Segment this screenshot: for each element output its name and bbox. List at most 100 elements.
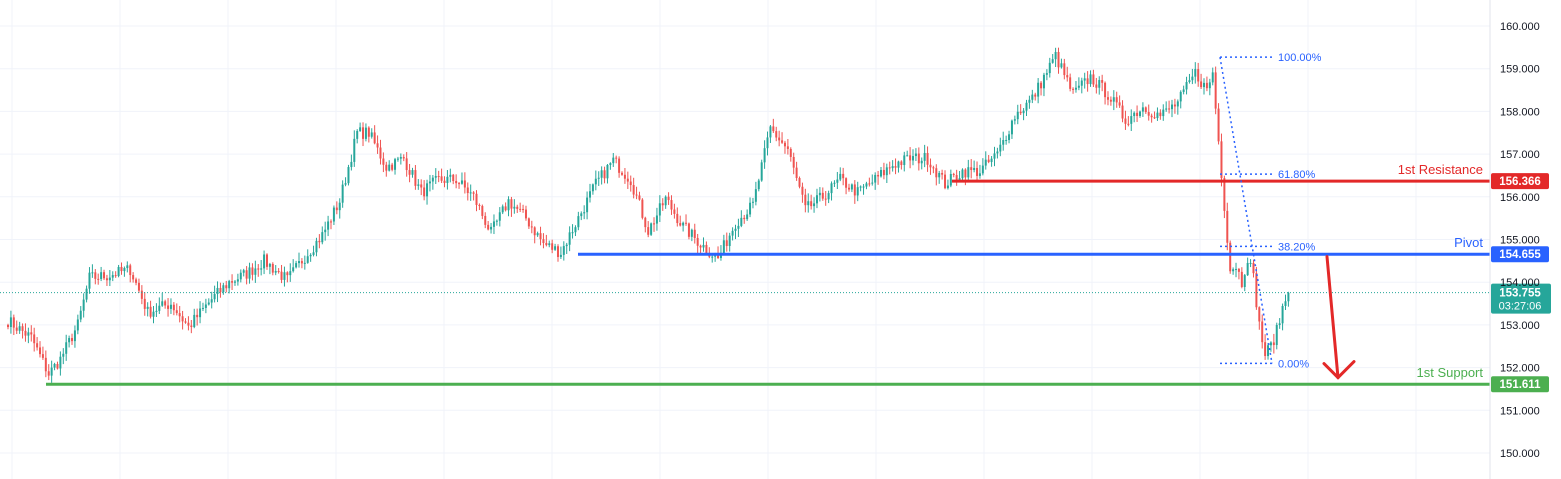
- candle-body: [629, 181, 632, 186]
- candle-body: [7, 324, 9, 328]
- candle-body: [149, 306, 152, 317]
- candle-body: [1060, 63, 1063, 68]
- candle-body: [856, 187, 859, 196]
- candle-body: [961, 169, 964, 179]
- candle-body: [469, 192, 472, 194]
- candle-body: [335, 207, 338, 211]
- candle-body: [772, 126, 775, 132]
- candle-body: [274, 271, 277, 273]
- candle-body: [501, 206, 504, 213]
- candle-body: [746, 214, 749, 220]
- candle-body: [935, 168, 938, 178]
- candle-body: [1051, 59, 1054, 63]
- candle-body: [222, 285, 225, 293]
- candle-body: [426, 183, 429, 197]
- candle-body: [396, 158, 399, 160]
- candle-body: [324, 229, 327, 233]
- fibonacci-retracement[interactable]: 100.00% 61.80% 38.20% 0.00%: [1219, 52, 1322, 370]
- candle-body: [196, 314, 199, 318]
- candle-body: [749, 202, 752, 215]
- candle-body: [455, 181, 458, 184]
- candle-body: [949, 173, 952, 186]
- y-tick-label: 155.000: [1500, 235, 1540, 247]
- candle-body: [298, 261, 300, 264]
- candle-body: [39, 347, 42, 355]
- candle-body: [877, 174, 880, 177]
- candle-body: [443, 180, 446, 183]
- candle-body: [685, 222, 688, 224]
- candle-body: [1080, 80, 1083, 86]
- candle-body: [431, 177, 434, 182]
- candle-body: [900, 161, 903, 166]
- level-price-tag: [1491, 173, 1549, 190]
- candle-body: [1048, 62, 1051, 74]
- candle-body: [417, 184, 420, 186]
- candle-body: [914, 153, 917, 157]
- candle-body: [621, 172, 624, 175]
- candle-body: [536, 233, 539, 236]
- candle-body: [1101, 80, 1104, 83]
- candle-body: [990, 158, 993, 163]
- candle-body: [236, 279, 239, 282]
- candle-body: [941, 172, 944, 175]
- candle-body: [1086, 78, 1089, 85]
- candle-body: [190, 325, 193, 327]
- candle-body: [850, 184, 853, 190]
- level-price-value: 151.611: [1500, 379, 1542, 391]
- candle-body: [1040, 82, 1043, 89]
- candle-body: [1179, 91, 1182, 102]
- candle-body: [603, 170, 606, 179]
- candle-body: [152, 311, 155, 317]
- candle-body: [344, 183, 347, 185]
- candle-body: [853, 184, 856, 196]
- candle-body: [754, 189, 757, 202]
- candle-body: [510, 199, 513, 209]
- candle-body: [1037, 82, 1040, 97]
- candle-body: [108, 277, 111, 281]
- candle-body: [428, 181, 431, 184]
- candle-body: [251, 267, 254, 275]
- candle-body: [420, 184, 423, 188]
- candle-body: [1237, 268, 1240, 272]
- candle-body: [676, 213, 679, 224]
- level-name: Pivot: [1454, 235, 1483, 250]
- candle-body: [978, 173, 981, 176]
- grid: [0, 0, 1490, 479]
- candle-body: [597, 177, 600, 179]
- candle-body: [1284, 301, 1287, 306]
- candle-body: [341, 184, 344, 203]
- price-axis[interactable]: 160.000 159.000 158.000 157.000 156.000 155.0…: [1489, 0, 1540, 479]
- candle-body: [12, 317, 15, 328]
- candle-body: [1106, 97, 1109, 100]
- candle-body: [1109, 99, 1112, 102]
- candle-body: [769, 126, 772, 138]
- candle-body: [885, 167, 888, 176]
- candle-body: [1013, 119, 1016, 121]
- candle-body: [1159, 112, 1162, 117]
- candle-body: [1057, 51, 1060, 68]
- candle-body: [1066, 75, 1069, 78]
- candle-body: [615, 157, 618, 159]
- candle-body: [402, 157, 405, 159]
- candle-body: [1028, 99, 1031, 103]
- candle-body: [62, 353, 65, 357]
- candle-body: [1197, 69, 1200, 82]
- candle-body: [1133, 112, 1136, 117]
- candle-body: [385, 164, 388, 171]
- candle-body: [286, 272, 289, 276]
- candle-body: [687, 223, 690, 237]
- candle-body: [542, 239, 545, 243]
- candle-body: [781, 140, 784, 143]
- candle-body: [1127, 123, 1130, 125]
- candle-body: [1205, 82, 1208, 89]
- candle-body: [487, 224, 490, 230]
- level-name: 1st Support: [1417, 365, 1484, 380]
- candle-body: [789, 148, 792, 157]
- candle-body: [33, 334, 36, 344]
- candle-body: [644, 217, 647, 228]
- candle-body: [821, 192, 824, 199]
- candle-body: [1089, 74, 1092, 85]
- candle-body: [827, 193, 830, 200]
- candle-body: [321, 232, 324, 243]
